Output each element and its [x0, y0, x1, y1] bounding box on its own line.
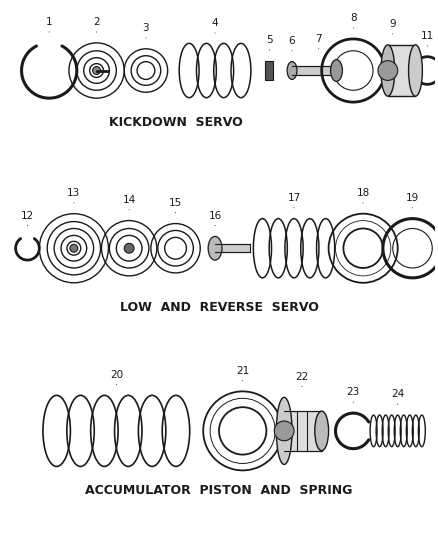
Bar: [265, 61, 273, 80]
Text: 5: 5: [266, 35, 273, 45]
Ellipse shape: [381, 45, 395, 96]
Text: 22: 22: [295, 372, 308, 382]
Text: 23: 23: [346, 387, 360, 397]
Text: ACCUMULATOR  PISTON  AND  SPRING: ACCUMULATOR PISTON AND SPRING: [85, 484, 353, 497]
Circle shape: [124, 243, 134, 253]
Text: 7: 7: [315, 34, 322, 44]
Text: 17: 17: [287, 193, 300, 203]
Bar: [284, 411, 321, 450]
Text: 15: 15: [169, 198, 182, 208]
Ellipse shape: [287, 62, 297, 79]
Text: 9: 9: [389, 19, 396, 29]
Ellipse shape: [331, 60, 343, 82]
Circle shape: [92, 67, 101, 75]
Ellipse shape: [409, 45, 422, 96]
Text: 1: 1: [46, 17, 53, 27]
Text: 4: 4: [212, 18, 219, 28]
Text: LOW  AND  REVERSE  SERVO: LOW AND REVERSE SERVO: [120, 301, 318, 313]
Bar: [388, 45, 416, 96]
Bar: [292, 66, 336, 76]
Ellipse shape: [208, 237, 222, 260]
Text: 18: 18: [357, 188, 370, 198]
Text: 21: 21: [236, 366, 249, 376]
Text: 8: 8: [350, 13, 357, 23]
Text: 14: 14: [123, 195, 136, 205]
Ellipse shape: [276, 397, 292, 464]
Circle shape: [70, 244, 78, 252]
Text: 16: 16: [208, 211, 222, 221]
Circle shape: [274, 421, 294, 441]
Text: 13: 13: [67, 188, 81, 198]
Text: 19: 19: [406, 193, 419, 203]
Text: 2: 2: [93, 17, 100, 27]
Text: 24: 24: [391, 389, 404, 399]
Circle shape: [378, 61, 398, 80]
Ellipse shape: [315, 411, 328, 450]
Bar: [215, 244, 250, 252]
Text: KICKDOWN  SERVO: KICKDOWN SERVO: [109, 116, 243, 129]
Text: 3: 3: [143, 23, 149, 33]
Text: 11: 11: [420, 31, 434, 41]
Text: 6: 6: [289, 36, 295, 46]
Text: 12: 12: [21, 211, 34, 221]
Text: 20: 20: [110, 369, 123, 379]
